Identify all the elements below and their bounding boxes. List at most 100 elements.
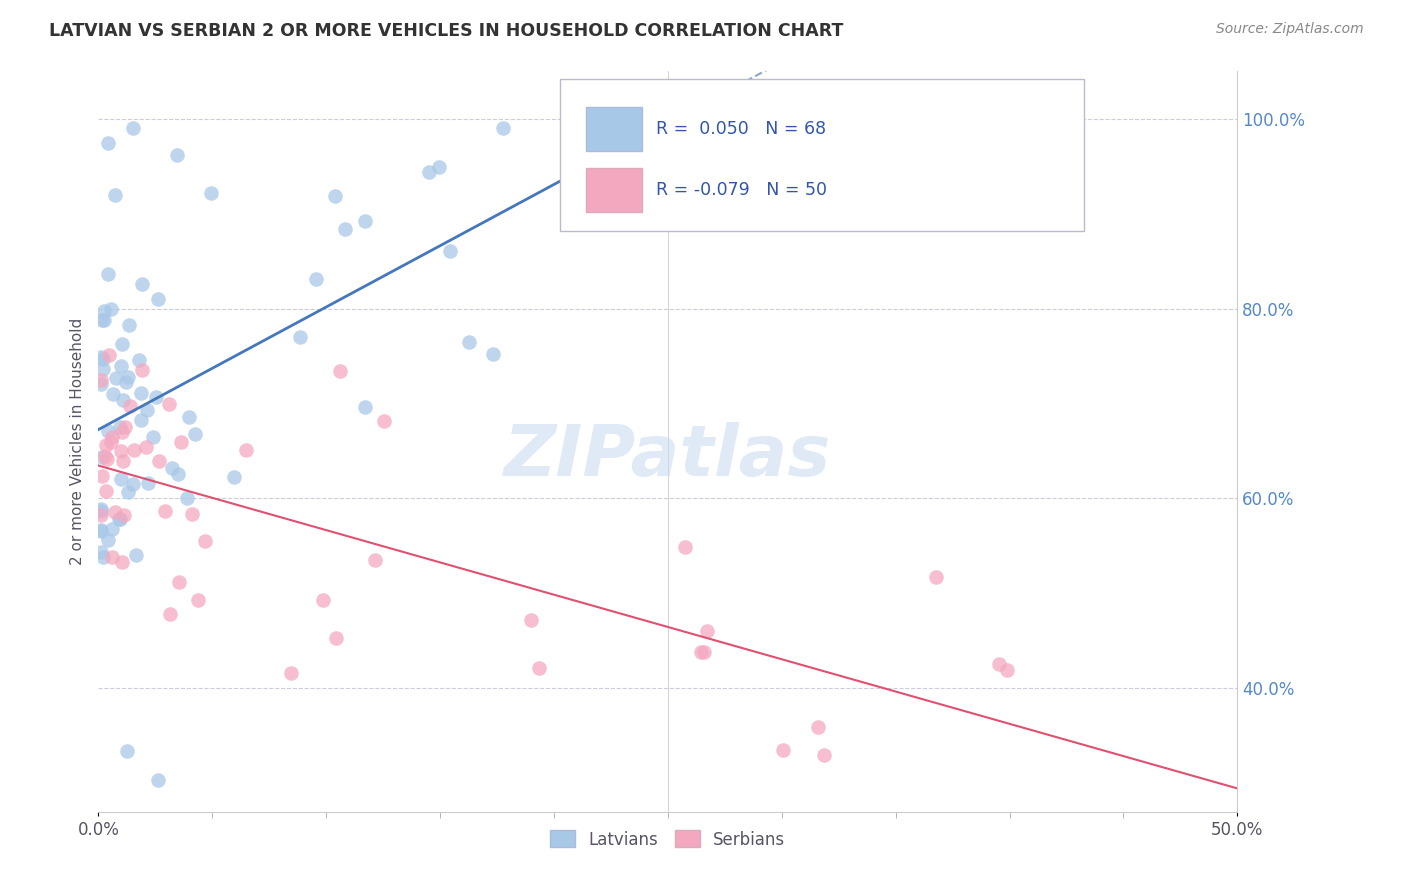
Point <box>235 442 257 457</box>
Point <box>136 403 159 417</box>
Point <box>93 303 115 318</box>
Text: LATVIAN VS SERBIAN 2 OR MORE VEHICLES IN HOUSEHOLD CORRELATION CHART: LATVIAN VS SERBIAN 2 OR MORE VEHICLES IN… <box>49 22 844 40</box>
Point <box>527 661 550 675</box>
Point <box>167 574 190 589</box>
Point <box>103 188 125 202</box>
Text: ZIPatlas: ZIPatlas <box>505 422 831 491</box>
Point <box>90 450 112 465</box>
Point <box>131 277 153 292</box>
Point <box>167 467 190 482</box>
Point <box>124 443 146 458</box>
Point <box>312 593 335 607</box>
Point <box>288 330 311 344</box>
Point <box>91 549 114 564</box>
Point <box>323 189 346 203</box>
Point <box>373 415 395 429</box>
Point <box>329 364 352 378</box>
Text: R = -0.079   N = 50: R = -0.079 N = 50 <box>657 181 828 199</box>
Point <box>689 645 711 659</box>
Point <box>108 419 131 434</box>
Point <box>114 419 136 434</box>
Point <box>90 377 112 392</box>
Point <box>124 548 146 562</box>
Point <box>131 363 153 377</box>
Point <box>108 512 131 526</box>
Point <box>118 318 141 332</box>
Point <box>90 350 112 364</box>
Point <box>90 545 112 559</box>
Point <box>181 507 204 521</box>
Point <box>129 386 152 401</box>
Point <box>118 399 141 413</box>
Point <box>159 607 181 621</box>
Point <box>97 267 120 281</box>
Text: Source: ZipAtlas.com: Source: ZipAtlas.com <box>1216 22 1364 37</box>
Point <box>693 645 716 659</box>
Point <box>224 470 246 484</box>
Point <box>91 351 114 366</box>
Point <box>482 346 505 360</box>
Point <box>105 371 128 385</box>
Point <box>128 352 150 367</box>
Point <box>353 400 375 414</box>
Point <box>91 468 114 483</box>
Point <box>110 471 132 485</box>
Point <box>122 476 145 491</box>
Point <box>101 430 124 444</box>
Point <box>90 508 112 522</box>
Point <box>111 555 134 569</box>
Point <box>117 484 139 499</box>
Point <box>100 435 122 450</box>
Point <box>111 454 134 468</box>
Point <box>111 425 134 439</box>
Point <box>90 524 112 538</box>
Point <box>148 293 170 307</box>
Point <box>160 461 183 475</box>
Point <box>170 435 193 450</box>
FancyBboxPatch shape <box>586 107 641 151</box>
Point <box>90 502 112 516</box>
Point <box>111 337 134 351</box>
Point <box>96 484 118 499</box>
Point <box>91 362 114 376</box>
Point <box>696 624 718 639</box>
Point <box>97 136 120 151</box>
Point <box>129 413 152 427</box>
Point <box>115 375 138 389</box>
Point <box>427 160 450 174</box>
Point <box>117 369 139 384</box>
Point <box>148 454 170 468</box>
Point <box>100 302 122 317</box>
Point <box>439 244 461 258</box>
Point <box>325 631 347 645</box>
Point <box>673 540 696 554</box>
Point <box>96 438 118 452</box>
Point <box>110 512 132 526</box>
Point <box>91 313 114 327</box>
Point <box>103 387 125 401</box>
Point <box>179 410 201 425</box>
Point <box>90 523 112 537</box>
Point <box>122 121 145 136</box>
FancyBboxPatch shape <box>586 169 641 212</box>
Point <box>333 222 356 236</box>
Point <box>155 504 177 518</box>
Point <box>457 334 479 349</box>
Point <box>354 214 377 228</box>
Point <box>280 665 302 680</box>
Point <box>97 533 120 548</box>
Text: R =  0.050   N = 68: R = 0.050 N = 68 <box>657 120 827 138</box>
Point <box>987 657 1010 671</box>
Point <box>110 359 132 373</box>
Legend: Latvians, Serbians: Latvians, Serbians <box>544 823 792 855</box>
Point <box>101 549 124 564</box>
Point <box>101 522 124 536</box>
Point <box>90 504 112 518</box>
Point <box>813 747 835 762</box>
Point <box>364 553 387 567</box>
Point <box>90 372 112 386</box>
Point <box>93 449 115 463</box>
Point <box>492 121 515 136</box>
Point <box>145 390 167 404</box>
Point <box>136 475 159 490</box>
